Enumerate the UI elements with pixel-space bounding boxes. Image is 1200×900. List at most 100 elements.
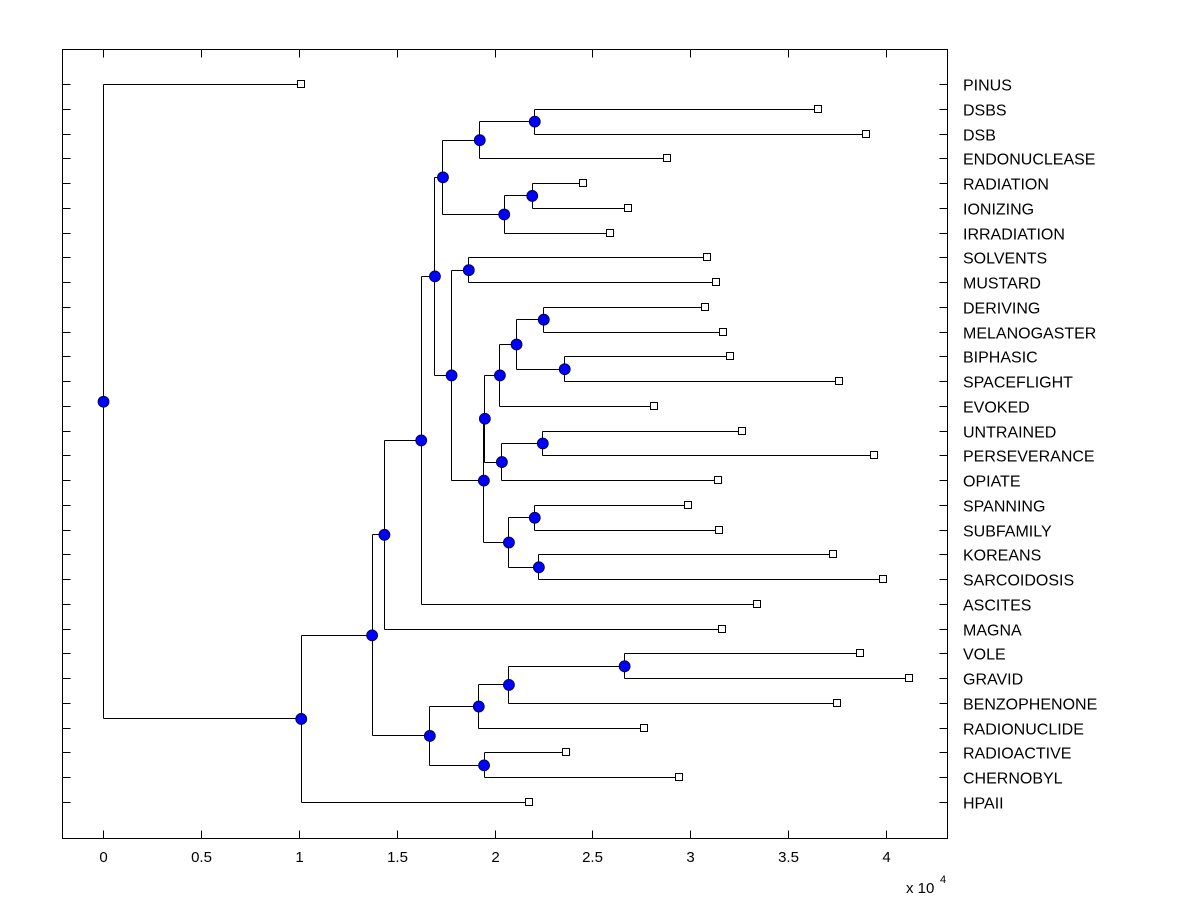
leaf-label: DSB (963, 128, 996, 145)
x-tick-label: 1 (295, 849, 303, 866)
leaf-marker (579, 179, 587, 187)
leaf-label: BENZOPHENONE (963, 697, 1097, 714)
leaf-marker (624, 204, 632, 212)
internal-node-marker (528, 511, 541, 524)
leaf-marker (833, 699, 841, 707)
x-tick-label: 0 (99, 849, 107, 866)
leaf-label: MUSTARD (963, 276, 1041, 293)
leaf-label: RADIONUCLIDE (963, 722, 1084, 739)
leaf-label: SPANNING (963, 499, 1045, 516)
leaf-marker (718, 625, 726, 633)
leaf-marker (879, 575, 887, 583)
y-axis-ticks (62, 84, 948, 803)
internal-node-marker (526, 190, 539, 202)
leaf-marker (870, 451, 878, 459)
x-axis-ticks (103, 49, 887, 839)
leaf-marker (297, 80, 305, 88)
internal-node-marker (528, 115, 541, 128)
leaf-label: EVOKED (963, 400, 1030, 417)
internal-node-marker (494, 369, 506, 382)
leaf-labels: PINUS DSBS DSB ENDONUCLEASE RADIATION IONIZIN… (963, 78, 1097, 813)
leaf-marker (905, 674, 913, 682)
leaf-label: MAGNA (963, 623, 1022, 640)
leaf-marker (650, 402, 658, 410)
leaf-marker (862, 130, 870, 138)
leaf-label: SUBFAMILY (963, 524, 1052, 541)
leaf-marker (703, 253, 711, 261)
x-multiplier-label: x 10 (906, 880, 934, 897)
leaf-marker (562, 748, 570, 756)
dendrogram-branches (103, 84, 910, 803)
internal-node-marker (537, 313, 550, 326)
leaf-label: ENDONUCLEASE (963, 152, 1095, 169)
leaf-label: GRAVID (963, 672, 1023, 689)
internal-node-marker (295, 713, 308, 725)
leaf-label: UNTRAINED (963, 425, 1056, 442)
leaf-label: RADIOACTIVE (963, 746, 1071, 763)
internal-node-marker (462, 264, 475, 277)
leaf-marker (712, 278, 720, 286)
leaf-label: CHERNOBYL (963, 771, 1063, 788)
internal-node-marker (366, 629, 378, 642)
x-tick-label: 0.5 (191, 849, 212, 866)
internal-node-marker (473, 134, 486, 147)
leaf-label: SPACEFLIGHT (963, 375, 1073, 392)
internal-node-marker (445, 369, 458, 382)
internal-node-marker (618, 660, 631, 673)
x-tick-label: 2 (491, 849, 499, 866)
x-tick-label: 1.5 (387, 849, 408, 866)
leaf-marker (675, 773, 683, 781)
leaf-marker (738, 427, 746, 435)
leaf-label: SOLVENTS (963, 251, 1047, 268)
internal-node-marker (478, 412, 491, 425)
internal-node-marker (503, 536, 515, 549)
leaf-label: PINUS (963, 78, 1012, 95)
internal-node-marker (472, 700, 485, 713)
leaf-marker (714, 476, 722, 484)
x-multiplier-exponent: 4 (940, 874, 946, 886)
leaf-label: IRRADIATION (963, 227, 1065, 244)
leaf-marker (684, 501, 692, 509)
x-tick-label: 3 (686, 849, 694, 866)
leaf-marker (829, 550, 837, 558)
leaf-markers (297, 80, 913, 806)
internal-node-marker (378, 528, 391, 541)
x-tick-label: 3.5 (778, 849, 799, 866)
leaf-marker (726, 352, 734, 360)
node-markers (97, 115, 631, 772)
internal-node-marker (536, 437, 549, 450)
leaf-marker (814, 105, 822, 113)
leaf-marker (525, 798, 533, 806)
internal-node-marker (423, 730, 436, 742)
internal-node-marker (429, 270, 441, 283)
internal-node-marker (532, 561, 545, 574)
internal-node-marker (477, 474, 490, 487)
leaf-marker (701, 303, 709, 311)
internal-node-marker (437, 171, 449, 184)
leaf-marker (663, 154, 671, 162)
x-tick-labels: 0 0.5 1 1.5 2 2.5 3 3.5 4 (99, 849, 890, 866)
leaf-label: SARCOIDOSIS (963, 573, 1074, 590)
leaf-label: RADIATION (963, 177, 1049, 194)
leaf-label: MELANOGASTER (963, 326, 1096, 343)
internal-node-marker (498, 208, 511, 221)
internal-node-marker (478, 759, 490, 772)
leaf-marker (640, 724, 648, 732)
plot-area-frame (62, 49, 948, 839)
leaf-label: ASCITES (963, 598, 1031, 615)
leaf-label: OPIATE (963, 474, 1021, 491)
internal-node-marker (415, 434, 428, 447)
internal-node-marker (503, 678, 515, 691)
leaf-label: DERIVING (963, 301, 1040, 318)
leaf-marker (715, 526, 723, 534)
leaf-label: PERSEVERANCE (963, 449, 1095, 466)
leaf-marker (835, 377, 843, 385)
leaf-marker (719, 328, 727, 336)
internal-node-marker (558, 363, 571, 376)
leaf-label: BIPHASIC (963, 350, 1038, 367)
leaf-label: IONIZING (963, 202, 1034, 219)
leaf-label: KOREANS (963, 548, 1041, 565)
leaf-label: HPAII (963, 796, 1004, 813)
x-tick-label: 4 (882, 849, 890, 866)
